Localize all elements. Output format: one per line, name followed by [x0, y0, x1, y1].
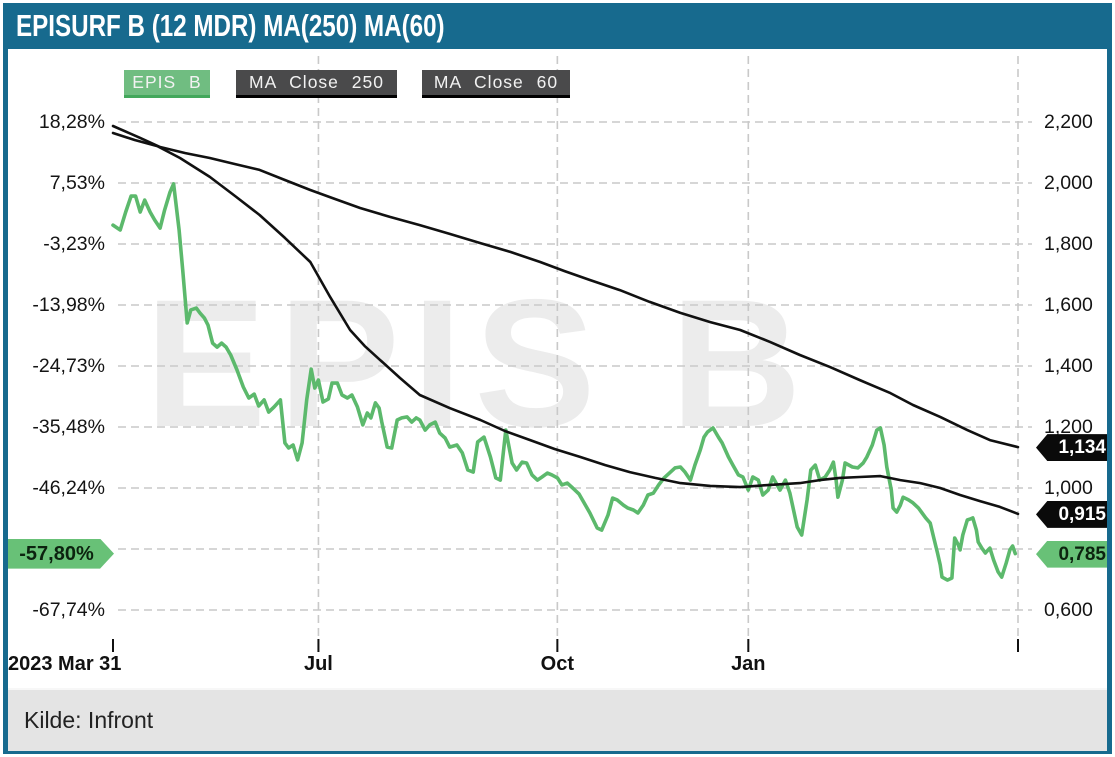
last-value-badge: 0,785 [1036, 540, 1112, 568]
left-axis-label: -46,24% [32, 477, 105, 499]
right-axis-label: 2,200 [1044, 111, 1093, 133]
x-axis-label: Oct [540, 653, 575, 675]
title-bar: EPISURF B (12 MDR) MA(250) MA(60) [3, 3, 1112, 49]
x-axis-label: Jan [731, 653, 766, 675]
series-ma-close-60 [111, 131, 1020, 516]
x-axis-label: 2023 Mar 31 [8, 653, 122, 675]
gridlines [118, 56, 1032, 638]
legend-item-epis-b[interactable]: EPIS B [124, 70, 210, 98]
last-value-badge: 1,134 [1036, 434, 1112, 462]
right-axis-label: 0,600 [1044, 599, 1093, 621]
x-axis-label: Jul [303, 653, 333, 675]
left-axis-label: -35,48% [32, 416, 105, 438]
right-axis-label: 2,000 [1044, 172, 1093, 194]
last-value-badge: 0,915 [1036, 500, 1112, 528]
left-axis-label: -13,98% [32, 294, 105, 316]
right-axis-label: 1,600 [1044, 294, 1093, 316]
watermark: EPIS B [145, 261, 814, 465]
right-axis-label: 1,200 [1044, 416, 1093, 438]
left-axis-label: 18,28% [38, 111, 105, 133]
axis-tick-marks [112, 639, 1019, 652]
left-axis-label: -3,23% [43, 233, 105, 255]
right-axis-label: 1,000 [1044, 477, 1093, 499]
left-axis-label: 7,53% [49, 172, 105, 194]
source-label: Kilde: Infront [24, 707, 154, 733]
last-change-badge: -57,80% [7, 538, 114, 569]
left-axis-label: -67,74% [32, 599, 105, 621]
right-axis-label: 1,400 [1044, 355, 1093, 377]
legend-item-ma-close-60[interactable]: MA Close 60 [422, 70, 570, 98]
right-axis-label: 1,800 [1044, 233, 1093, 255]
left-axis-label: -24,73% [32, 355, 105, 377]
series-lines [111, 124, 1020, 582]
source-bar: Kilde: Infront [8, 688, 1107, 751]
series-epis-b [111, 182, 1018, 582]
series-ma-close-250 [111, 124, 1020, 449]
legend-item-ma-close-250[interactable]: MA Close 250 [236, 70, 397, 98]
page-title: EPISURF B (12 MDR) MA(250) MA(60) [16, 8, 445, 43]
